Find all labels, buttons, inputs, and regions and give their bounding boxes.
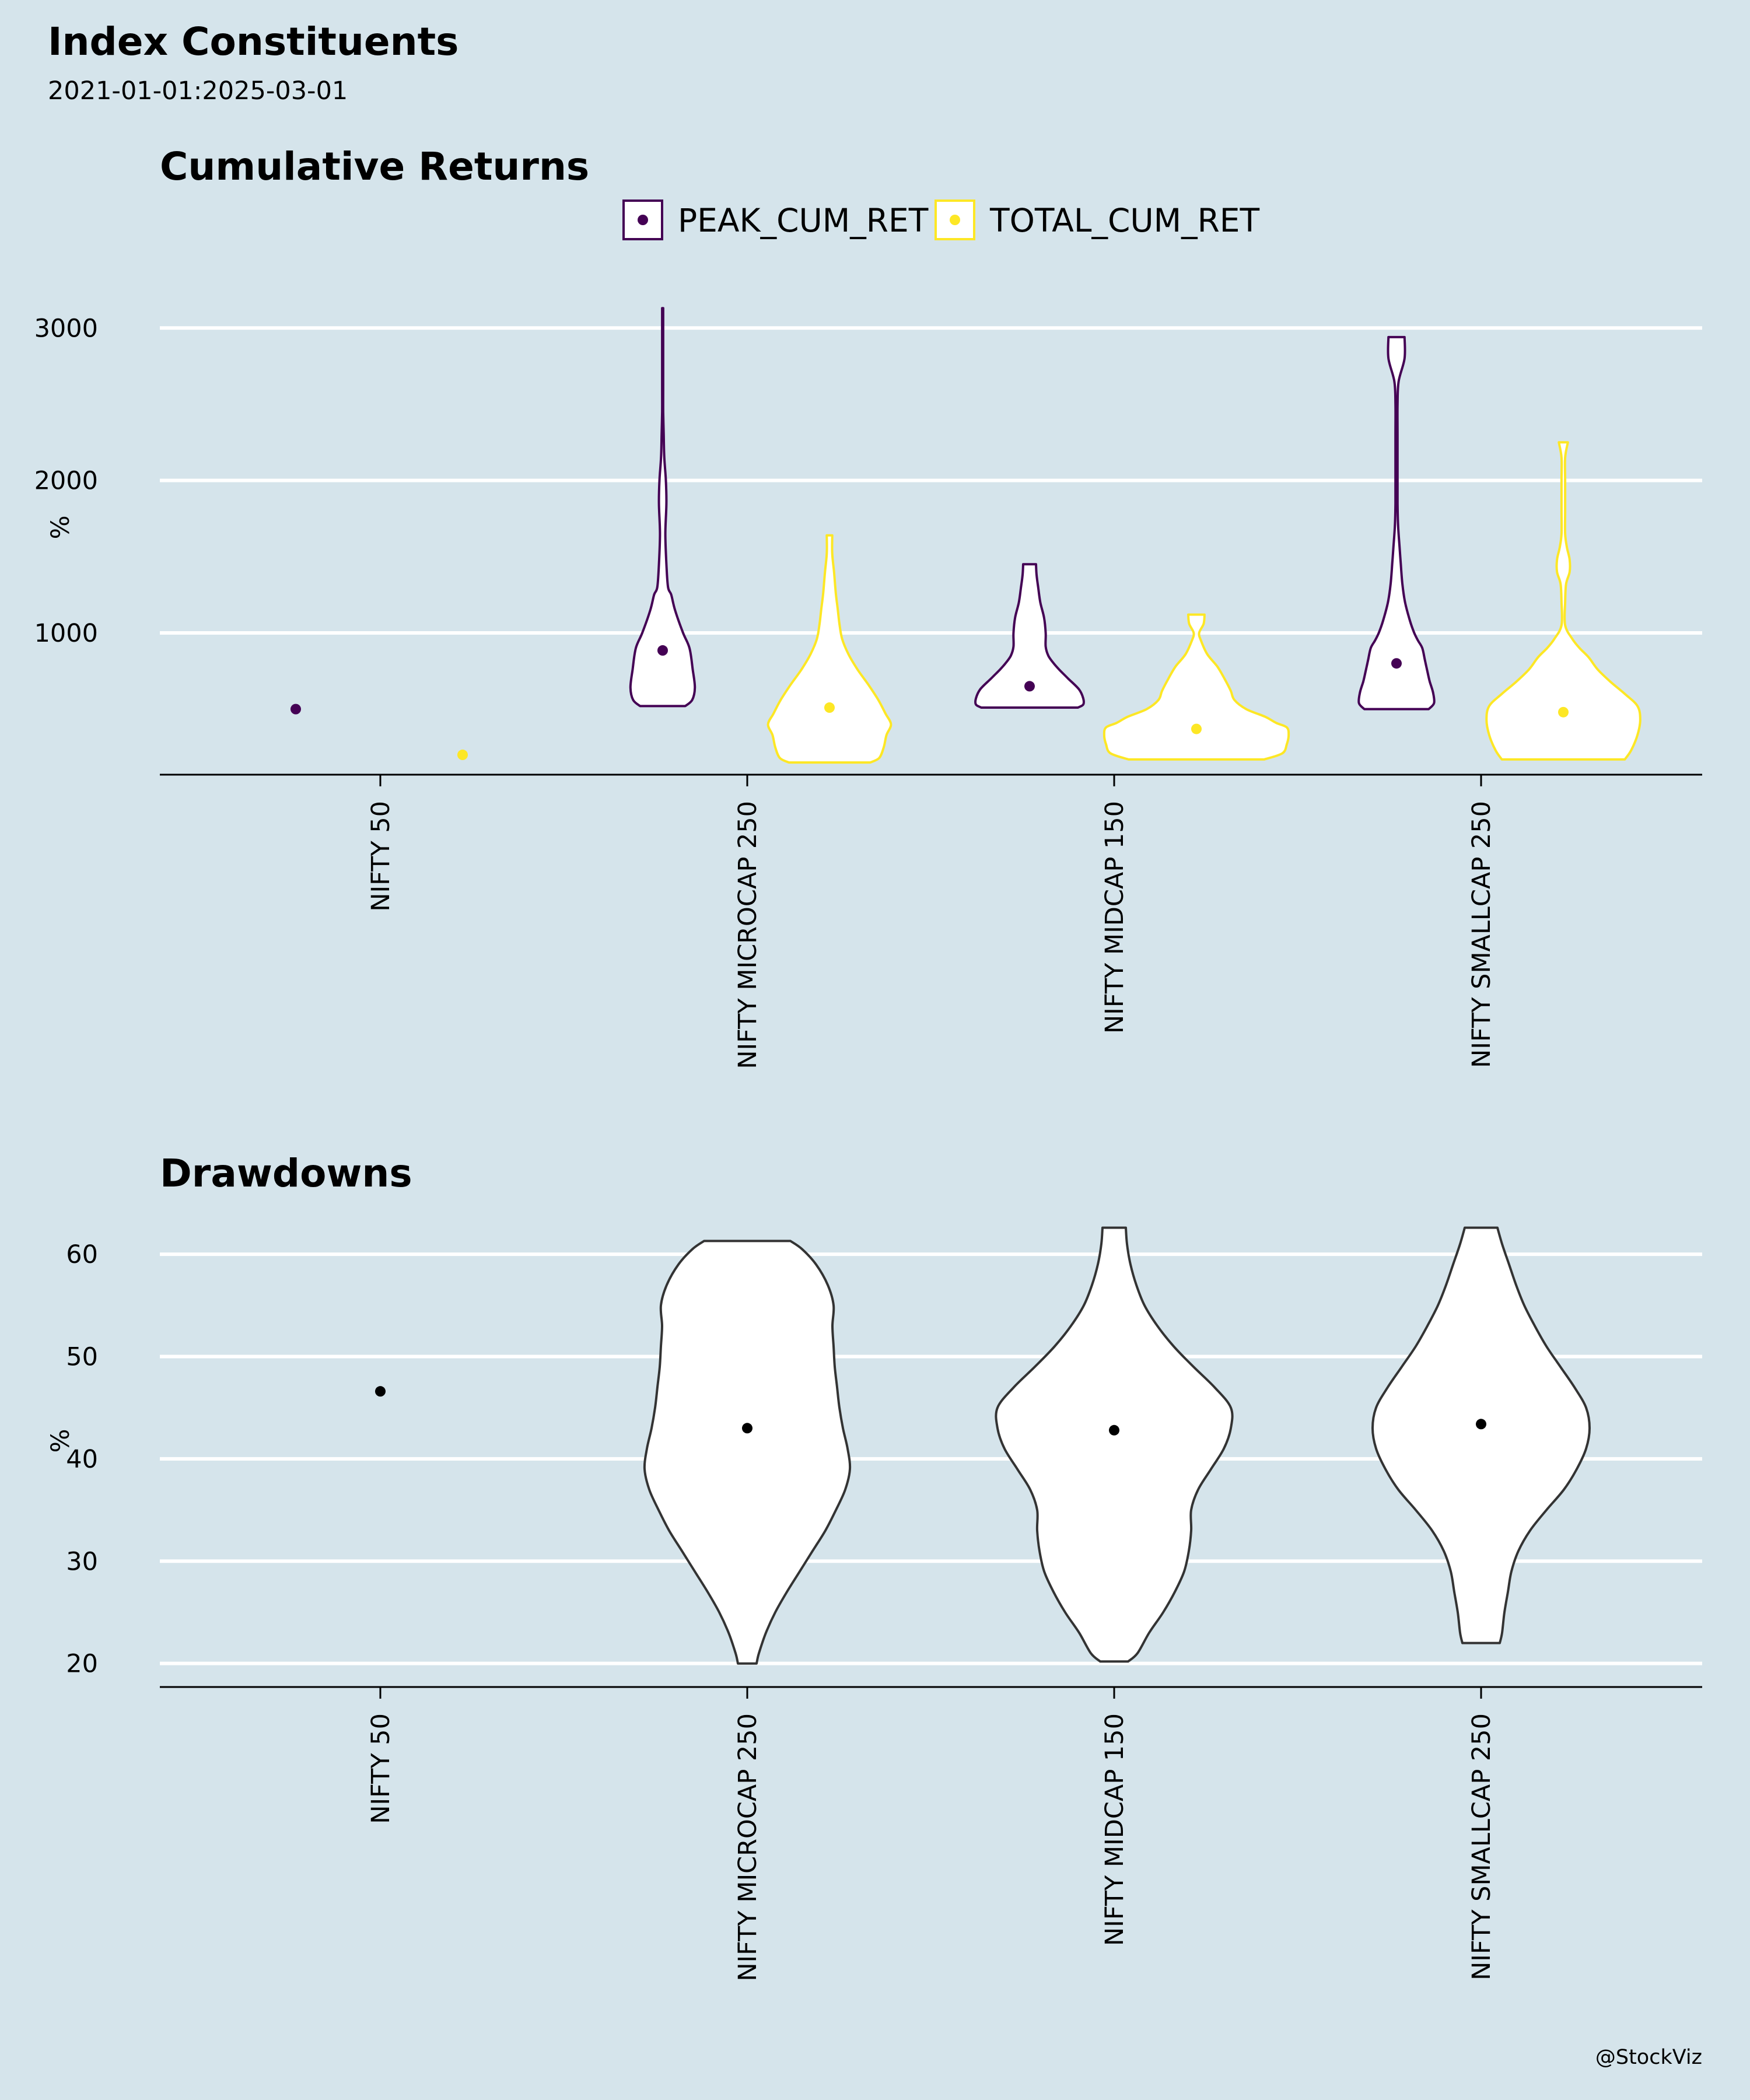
legend-key-peak-dot bbox=[638, 215, 648, 225]
violin-shape bbox=[643, 1240, 852, 1665]
chart-title: Index Constituents bbox=[48, 19, 459, 64]
cumulative-returns-panel: Cumulative Returns PEAK_CUM_RET TOTAL_CU… bbox=[34, 144, 1702, 1069]
violin-shape bbox=[766, 534, 892, 764]
panel-title: Cumulative Returns bbox=[160, 144, 589, 189]
legend-key-peak bbox=[622, 200, 663, 240]
x-tick-label: NIFTY MICROCAP 250 bbox=[733, 1713, 762, 1982]
legend: PEAK_CUM_RET TOTAL_CUM_RET bbox=[622, 200, 1260, 240]
median-point bbox=[824, 702, 835, 713]
y-tick-label: 50 bbox=[66, 1343, 98, 1372]
violin-shape bbox=[1371, 1226, 1591, 1644]
violin-shape bbox=[1485, 441, 1642, 761]
violin-shape bbox=[995, 1226, 1234, 1663]
median-point bbox=[1476, 1419, 1486, 1430]
median-point bbox=[1558, 706, 1569, 718]
y-tick-label: 60 bbox=[66, 1240, 98, 1269]
drawdowns-panel: Drawdowns 20 30 40 50 60 % NIFTY 50 NIFTY MIC… bbox=[46, 1151, 1702, 1982]
x-tick-label: NIFTY MIDCAP 150 bbox=[1100, 801, 1129, 1034]
y-tick-label: 40 bbox=[66, 1445, 98, 1474]
y-axis-label: % bbox=[46, 516, 75, 540]
y-tick-label: 2000 bbox=[34, 467, 98, 496]
violin-shape bbox=[1357, 335, 1436, 710]
y-tick-label: 30 bbox=[66, 1547, 98, 1576]
median-point bbox=[1024, 681, 1035, 692]
legend-label-peak: PEAK_CUM_RET bbox=[678, 202, 929, 239]
median-point bbox=[657, 645, 668, 656]
violin-shape bbox=[1102, 613, 1290, 761]
median-point bbox=[457, 750, 468, 761]
y-axis-label: % bbox=[46, 1429, 75, 1453]
x-tick-label: NIFTY 50 bbox=[366, 1713, 396, 1824]
x-tick-label: NIFTY SMALLCAP 250 bbox=[1467, 801, 1496, 1068]
y-tick-label: 1000 bbox=[34, 619, 98, 648]
x-tick-label: NIFTY 50 bbox=[366, 801, 396, 912]
x-tick-label: NIFTY MIDCAP 150 bbox=[1100, 1713, 1129, 1946]
median-point bbox=[1191, 723, 1202, 734]
legend-key-total-dot bbox=[950, 215, 960, 225]
legend-label-total: TOTAL_CUM_RET bbox=[989, 202, 1260, 239]
y-tick-label: 20 bbox=[66, 1650, 98, 1679]
panel-title: Drawdowns bbox=[160, 1151, 412, 1196]
violin-shape bbox=[974, 563, 1086, 709]
median-point bbox=[1109, 1424, 1119, 1436]
caption: @StockViz bbox=[1595, 2046, 1702, 2069]
x-tick-label: NIFTY MICROCAP 250 bbox=[733, 801, 762, 1069]
median-point bbox=[375, 1386, 386, 1397]
violin-shape bbox=[629, 307, 696, 708]
median-point bbox=[290, 704, 301, 715]
y-tick-label: 3000 bbox=[34, 314, 98, 343]
median-point bbox=[742, 1423, 752, 1434]
chart-subtitle: 2021-01-01:2025-03-01 bbox=[48, 76, 348, 106]
x-tick-label: NIFTY SMALLCAP 250 bbox=[1467, 1713, 1496, 1980]
median-point bbox=[1391, 658, 1402, 669]
